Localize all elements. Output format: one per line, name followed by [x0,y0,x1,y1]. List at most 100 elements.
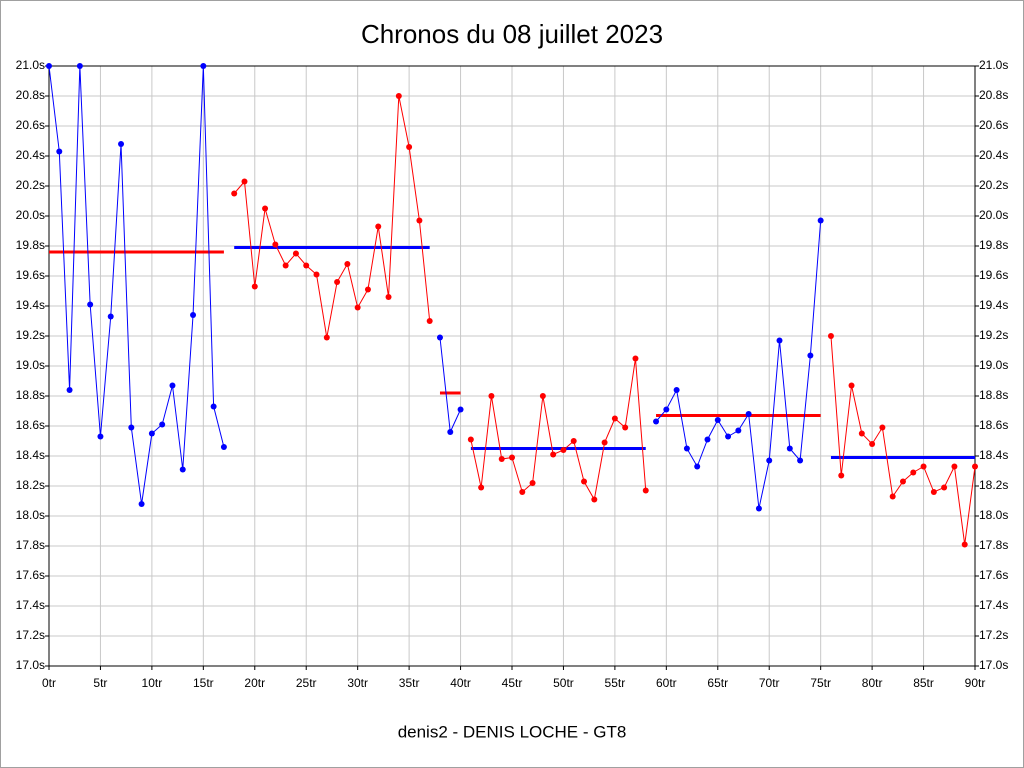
y2-tick-label: 19.8s [979,238,1008,252]
data-point [632,355,639,362]
data-point [745,411,752,417]
data-point [488,393,495,399]
y2-tick-label: 20.0s [979,208,1008,222]
y2-tick-label: 17.6s [979,568,1008,582]
series-line [48,65,225,505]
data-point [364,286,371,293]
data-point [817,217,824,224]
x-tick-label: 65tr [707,676,728,690]
y-tick-label: 17.8s [16,538,45,552]
data-point [879,424,886,431]
y-tick-label: 18.2s [16,478,45,492]
data-point [190,312,197,318]
y2-tick-label: 17.8s [979,538,1008,552]
data-point [200,63,207,69]
y2-tick-label: 17.2s [979,628,1008,642]
y2-tick-label: 18.8s [979,388,1008,402]
x-tick-label: 70tr [759,676,780,690]
y-tick-label: 18.0s [16,508,45,522]
y2-tick-label: 18.6s [979,418,1008,432]
x-tick-label: 50tr [553,676,574,690]
data-point [323,334,330,341]
x-tick-label: 40tr [450,676,471,690]
y2-tick-label: 20.2s [979,178,1008,192]
data-point [478,484,485,491]
data-point [385,294,392,300]
data-point [282,262,289,269]
data-point [776,337,783,344]
data-point [714,417,721,423]
x-tick-label: 35tr [399,676,420,690]
y-tick-label: 17.2s [16,628,45,642]
x-tick-label: 5tr [93,676,107,690]
data-point [303,262,310,269]
data-point [611,415,618,422]
data-point [519,489,526,495]
data-point [899,478,906,485]
data-point [375,223,382,230]
data-point [416,217,423,224]
data-point [220,444,227,450]
data-point [766,457,773,464]
data-point [673,387,680,393]
data-point [910,469,917,476]
data-point [128,424,135,431]
y-tick-label: 20.8s [16,88,45,102]
x-tick-label: 85tr [913,676,934,690]
data-point [406,144,413,150]
data-point [344,261,351,267]
data-point [107,313,114,320]
data-point [231,190,238,197]
y2-tick-label: 19.4s [979,298,1008,312]
x-tick-label: 45tr [502,676,523,690]
data-point [570,438,577,444]
data-point [426,318,433,324]
data-point [148,430,155,437]
data-point [169,382,176,389]
y-tick-label: 19.0s [16,358,45,372]
data-point [76,63,83,69]
data-point [683,445,690,452]
data-point [663,406,670,413]
data-point [941,484,948,491]
x-tick-label: 80tr [862,676,883,690]
y-tick-label: 20.6s [16,118,45,132]
x-tick-label: 10tr [142,676,163,690]
data-point [118,141,125,147]
y-tick-label: 18.4s [16,448,45,462]
data-point [797,457,804,464]
x-tick-label: 75tr [810,676,831,690]
data-point [354,304,361,311]
data-point [395,93,402,99]
data-point [653,418,660,425]
x-tick-label: 15tr [193,676,214,690]
data-point [786,445,793,452]
data-point [951,463,958,470]
data-point [66,387,73,393]
data-point [622,424,629,431]
y2-tick-label: 19.0s [979,358,1008,372]
y-tick-label: 17.4s [16,598,45,612]
data-point [704,436,711,443]
data-point [241,178,248,185]
data-point [858,430,865,437]
y2-tick-label: 19.6s [979,268,1008,282]
data-point [467,436,474,443]
data-point [581,478,588,485]
data-point [272,241,279,248]
data-point [447,429,454,435]
data-point [807,352,814,359]
x-tick-label: 30tr [347,676,368,690]
data-point [46,63,52,69]
data-point [972,463,978,470]
y-tick-label: 19.4s [16,298,45,312]
data-point [642,487,649,494]
y-tick-label: 18.6s [16,418,45,432]
data-point [97,433,104,440]
x-tick-label: 55tr [605,676,626,690]
data-point [838,472,845,479]
y2-tick-label: 21.0s [979,58,1008,72]
data-point [889,493,896,500]
data-point [509,454,515,461]
